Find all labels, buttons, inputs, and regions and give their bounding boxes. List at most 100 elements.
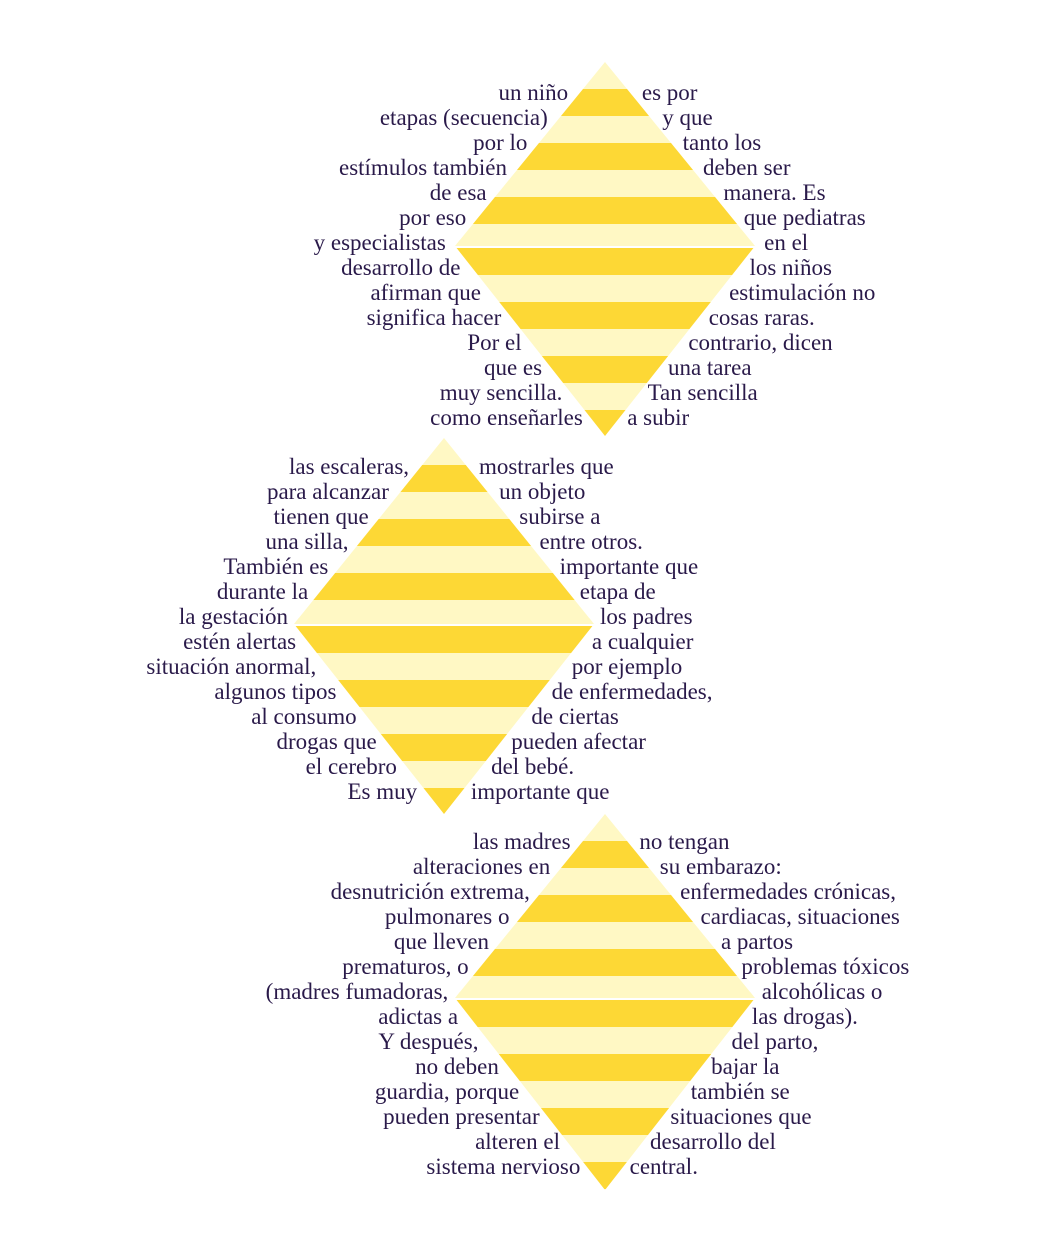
stripe [455,1000,755,1027]
text-line-left: la gestación [178,604,289,629]
stripe [455,1054,755,1081]
stripe [455,275,755,302]
text-line-left: como enseñarles [430,405,583,430]
text-line-left: algunos tipos [214,679,337,704]
text-line-right: los padres [599,604,693,629]
text-line-right: desarrollo del [650,1129,776,1154]
text-line-right: no tengan [639,829,730,854]
text-line-left: alteraciones en [412,854,551,879]
text-line-left: un niño [498,80,569,105]
text-line-left: que lleven [393,929,490,954]
text-line-right: estimulación no [729,280,876,305]
text-line-left: para alcanzar [266,479,389,504]
text-line-right: en el [764,230,809,255]
text-line-right: tanto los [682,130,762,155]
text-line-left: (madres fumadoras, [265,979,449,1004]
text-line-left: Es muy [347,779,418,804]
text-line-left: y especialistas [313,230,446,255]
text-line-left: las escaleras, [288,454,410,479]
text-line-left: sistema nervioso [426,1154,581,1179]
text-line-left: una silla, [265,529,349,554]
text-line-right: entre otros. [539,529,643,554]
text-line-left: muy sencilla. [439,380,563,405]
stripe [455,949,755,976]
stripe [294,680,594,707]
stripe [455,992,755,998]
text-line-left: pulmonares o [384,904,510,929]
text-line-right: cardiacas, situaciones [700,904,900,929]
text-line-right: mostrarles que [478,454,614,479]
text-line-right: deben ser [703,155,791,180]
text-line-right: importante que [559,554,699,579]
text-line-left: desarrollo de [341,255,461,280]
text-line-left: estén alertas [183,629,297,654]
text-line-left: estímulos también [338,155,507,180]
text-line-left: Y después, [378,1029,479,1054]
text-line-left: drogas que [276,729,377,754]
text-line-right: contrario, dicen [688,330,833,355]
text-line-right: los niños [749,255,832,280]
text-line-right: etapa de [579,579,656,604]
stripe [294,600,594,622]
text-line-left: alteren el [475,1129,560,1154]
text-line-left: etapas (secuencia) [379,105,548,130]
stripe [455,240,755,246]
stripe [455,1027,755,1054]
text-line-right: alcohólicas o [761,979,883,1004]
stripe [455,1189,755,1190]
text-line-left: significa hacer [366,305,502,330]
text-line-right: manera. Es [723,180,826,205]
text-line-right: Tan sencilla [647,380,758,405]
text-line-left: durante la [216,579,309,604]
text-line-right: cosas raras. [708,305,815,330]
text-line-right: situaciones que [670,1104,812,1129]
text-line-right: central. [629,1154,698,1179]
text-line-left: desnutrición extrema, [330,879,530,904]
text-line-right: enfermedades crónicas, [680,879,896,904]
stripe [455,197,755,224]
text-line-right: subirse a [519,504,601,529]
text-line-right: del parto, [731,1029,819,1054]
text-line-left: el cerebro [305,754,397,779]
text-line-right: a partos [720,929,794,954]
text-line-right: un objeto [499,479,586,504]
stripe [455,976,755,996]
text-line-left: adictas a [378,1004,459,1029]
stripe [294,618,594,624]
text-line-left: tienen que [273,504,369,529]
text-line-left: guardia, porque [374,1079,520,1104]
text-line-right: una tarea [667,355,752,380]
text-line-left: afirman que [370,280,481,305]
text-line-left: pueden presentar [383,1104,540,1129]
text-line-right: que pediatras [743,205,866,230]
stripe [294,653,594,680]
text-line-right: su embarazo: [659,854,782,879]
text-line-right: a cualquier [591,629,694,654]
text-line-right: y que [662,105,713,130]
text-line-right: bajar la [711,1054,780,1079]
text-line-right: por ejemplo [571,654,683,679]
stripe [455,248,755,275]
text-line-left: por eso [399,205,467,230]
text-line-left: prematuros, o [342,954,469,979]
text-line-right: problemas tóxicos [741,954,910,979]
text-line-left: no deben [415,1054,499,1079]
text-line-left: que es [483,355,543,380]
text-line-left: Por el [467,330,522,355]
stripe [455,224,755,244]
text-line-right: pueden afectar [511,729,646,754]
stripe [294,573,594,600]
text-line-right: del bebé. [491,754,575,779]
text-line-right: también se [690,1079,790,1104]
text-line-right: de enfermedades, [551,679,713,704]
text-line-left: También es [223,554,329,579]
text-line-right: las drogas). [751,1004,858,1029]
text-line-left: situación anormal, [146,654,317,679]
text-line-right: de ciertas [531,704,619,729]
text-line-left: por lo [473,130,528,155]
stripe [294,626,594,653]
text-line-left: las madres [472,829,571,854]
text-line-right: a subir [627,405,690,430]
